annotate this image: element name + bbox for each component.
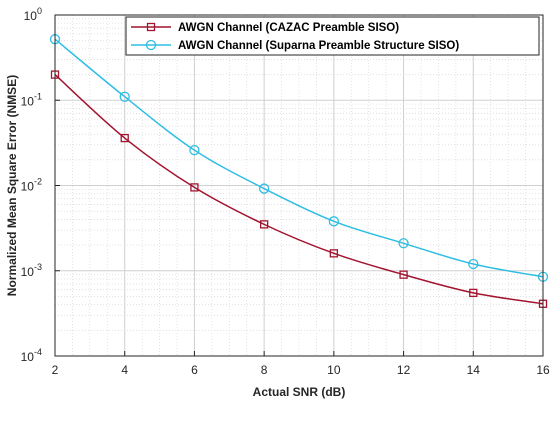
x-tick-label: 16 [536, 363, 550, 377]
legend: AWGN Channel (CAZAC Preamble SISO) AWGN C… [125, 16, 540, 56]
data-point-circle [398, 238, 409, 249]
data-point-square [259, 220, 269, 229]
y-tick-label: 100 [24, 6, 42, 23]
data-point-square [329, 249, 339, 258]
y-tick-label: 10-4 [21, 347, 42, 364]
data-point-circle [468, 258, 479, 270]
y-tick-label: 10-3 [21, 262, 42, 279]
legend-box [125, 16, 540, 56]
x-tick-label: 10 [327, 363, 341, 377]
series-line [54, 74, 544, 305]
y-axis-label: Normalized Mean Square Error (NMSE) [5, 75, 19, 296]
data-point-circle [189, 144, 200, 156]
x-tick-label: 4 [121, 363, 128, 377]
series-layer [49, 34, 549, 308]
data-point-circle [258, 183, 270, 194]
data-point-square [469, 288, 478, 298]
x-tick-label: 6 [191, 363, 198, 377]
legend-entries: AWGN Channel (CAZAC Preamble SISO) AWGN C… [131, 22, 459, 52]
data-point-circle [328, 216, 340, 227]
data-point-circle [119, 91, 130, 102]
x-tick-label: 2 [52, 363, 59, 377]
data-point-square [120, 133, 129, 143]
data-point-square [399, 270, 408, 279]
legend-label: AWGN Channel (Suparna Preamble Structure… [178, 40, 459, 52]
x-tick-label: 14 [467, 363, 481, 377]
x-tick-label: 8 [261, 363, 268, 377]
data-point-square [146, 22, 156, 32]
y-axis-ticks: 10-4 10-3 10-2 10-1 100 [21, 6, 60, 364]
x-tick-label: 12 [397, 363, 411, 377]
legend-entry: AWGN Channel (CAZAC Preamble SISO) [131, 22, 399, 34]
x-axis-ticks: 2 4 6 8 10 12 14 16 [52, 351, 550, 377]
legend-entry: AWGN Channel (Suparna Preamble Structure… [131, 39, 459, 52]
data-point-square [190, 183, 199, 192]
legend-label: AWGN Channel (CAZAC Preamble SISO) [178, 22, 399, 34]
series-line [54, 38, 544, 278]
x-axis-label: Actual SNR (dB) [253, 385, 346, 399]
y-tick-label: 10-1 [21, 91, 42, 108]
y-tick-label: 10-2 [21, 177, 42, 194]
data-point-circle [145, 39, 157, 51]
